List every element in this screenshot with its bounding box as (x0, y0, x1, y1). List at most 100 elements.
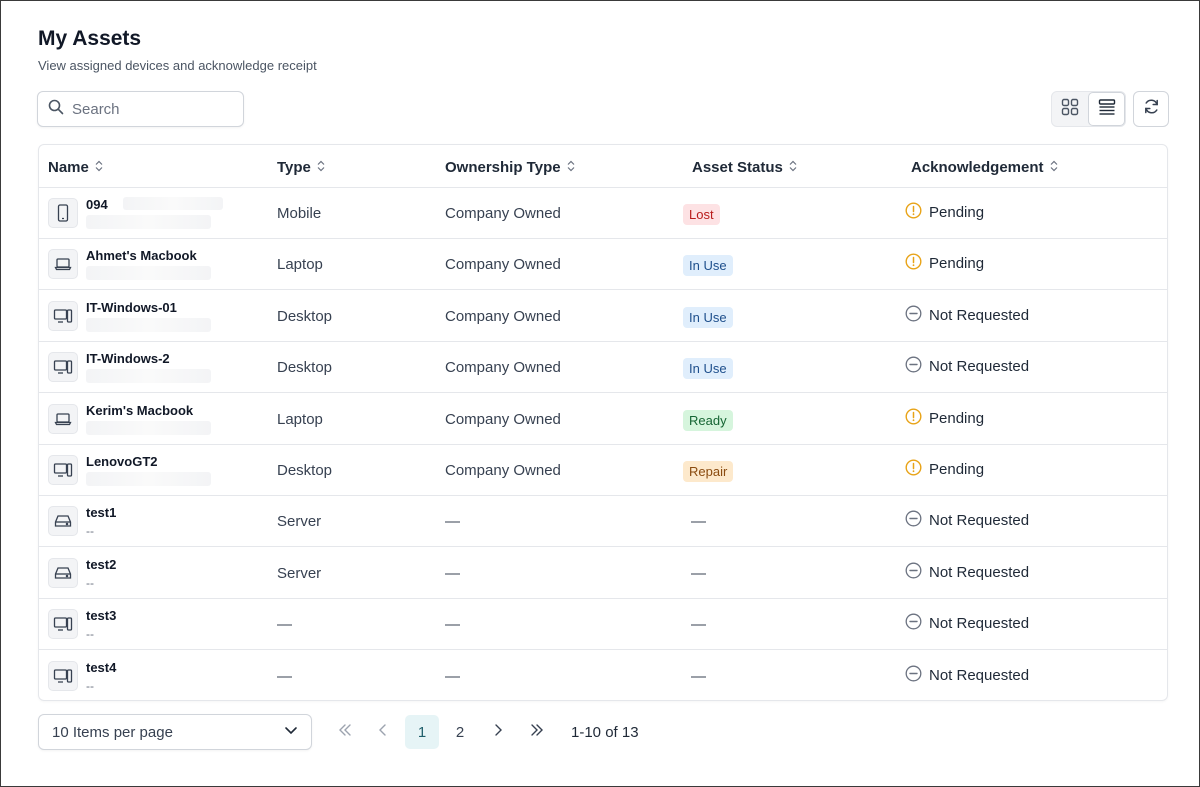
desktop-icon (48, 300, 78, 331)
grid-view-button[interactable] (1052, 92, 1088, 126)
chevron-down-icon (283, 722, 299, 742)
laptop-icon (48, 249, 78, 280)
laptop-icon (48, 403, 78, 434)
acknowledgement-label: Pending (929, 255, 985, 273)
asset-status: — (691, 667, 706, 685)
refresh-icon (1143, 98, 1160, 120)
server-icon (48, 557, 78, 588)
refresh-button[interactable] (1133, 91, 1169, 127)
status-badge: Ready (683, 409, 733, 431)
table-row[interactable]: test4 -- — — — Not Requested (39, 651, 1167, 700)
search-box[interactable] (37, 91, 244, 127)
page-button-1[interactable]: 1 (405, 715, 439, 749)
ownership-type: Company Owned (445, 205, 561, 222)
previous-page-button[interactable] (366, 715, 400, 749)
column-label: Type (277, 159, 311, 176)
asset-status: — (691, 513, 706, 531)
list-view-button[interactable] (1088, 92, 1125, 126)
ownership-type: Company Owned (445, 256, 561, 274)
minus-circle-icon (905, 665, 929, 686)
sort-icon (1050, 159, 1058, 176)
asset-type: — (277, 667, 292, 685)
minus-circle-icon (905, 562, 929, 583)
asset-name[interactable]: test2 (86, 556, 117, 572)
search-input[interactable] (72, 100, 222, 118)
asset-type: Desktop (277, 462, 333, 479)
asset-type: Laptop (277, 256, 323, 274)
ownership-type: — (445, 616, 460, 634)
asset-subtitle: -- (86, 575, 94, 590)
table-row[interactable]: 094 Mobile Company Owned Lost Pending (39, 188, 1167, 239)
asset-status: — (691, 616, 706, 634)
redacted-subtitle (86, 420, 211, 435)
column-header-status[interactable]: Asset Status (692, 159, 797, 176)
asset-subtitle: -- (86, 678, 94, 693)
chevron-left-icon (376, 723, 390, 741)
acknowledgement-status: Pending (905, 253, 984, 274)
mobile-icon (48, 198, 78, 228)
last-page-button[interactable] (520, 715, 554, 749)
sort-icon (95, 159, 103, 176)
column-header-type[interactable]: Type (277, 159, 325, 176)
asset-name[interactable]: IT-Windows-01 (86, 299, 177, 315)
table-row[interactable]: test3 -- — — — Not Requested (39, 599, 1167, 651)
minus-circle-icon (905, 356, 929, 377)
list-icon (1098, 98, 1116, 121)
status-badge: In Use (683, 358, 733, 380)
table-row[interactable]: test2 -- Server — — Not Requested (39, 548, 1167, 599)
items-per-page-label: 10 Items per page (52, 723, 173, 741)
ownership-type: — (445, 564, 460, 582)
asset-name[interactable]: 094 (86, 197, 108, 212)
asset-name[interactable]: IT-Windows-2 (86, 351, 170, 367)
column-label: Name (48, 159, 89, 176)
acknowledgement-status: Not Requested (905, 613, 1029, 634)
column-header-ownership[interactable]: Ownership Type (445, 159, 575, 176)
ownership-type: Company Owned (445, 462, 561, 479)
ownership-type: Company Owned (445, 359, 561, 377)
acknowledgement-status: Not Requested (905, 356, 1029, 377)
items-per-page-select[interactable]: 10 Items per page (38, 714, 312, 750)
table-row[interactable]: test1 -- Server — — Not Requested (39, 496, 1167, 548)
table-row[interactable]: Ahmet's Macbook Laptop Company Owned In Use… (39, 239, 1167, 291)
minus-circle-icon (905, 613, 929, 634)
asset-type: Server (277, 513, 322, 531)
column-label: Asset Status (692, 159, 783, 176)
asset-name[interactable]: Ahmet's Macbook (86, 248, 197, 264)
table-row[interactable]: IT-Windows-2 Desktop Company Owned In Use No… (39, 342, 1167, 394)
alert-circle-icon (905, 202, 929, 223)
grid-icon (1061, 98, 1079, 121)
column-header-name[interactable]: Name (48, 159, 103, 176)
table-row[interactable]: LenovoGT2 Desktop Company Owned Repair Pendi… (39, 445, 1167, 496)
acknowledgement-label: Not Requested (929, 615, 1030, 633)
asset-name[interactable]: test1 (86, 505, 117, 521)
asset-subtitle: -- (86, 524, 94, 539)
asset-type: Server (277, 564, 322, 582)
acknowledgement-label: Pending (929, 204, 985, 221)
column-header-acknowledgement[interactable]: Acknowledgement (911, 159, 1058, 176)
asset-name[interactable]: test3 (86, 608, 117, 624)
acknowledgement-status: Not Requested (905, 562, 1029, 583)
view-toggle (1051, 91, 1126, 127)
asset-status: — (691, 564, 706, 582)
table-row[interactable]: Kerim's Macbook Laptop Company Owned Ready P… (39, 394, 1167, 445)
page-subtitle: View assigned devices and acknowledge re… (38, 58, 317, 73)
chevrons-right-icon (530, 723, 544, 741)
redacted-subtitle (86, 317, 211, 332)
desktop-icon (48, 352, 78, 383)
ownership-type: Company Owned (445, 307, 561, 325)
assets-table: Name Type Ownership Type Asset Status Ac… (38, 144, 1168, 701)
acknowledgement-status: Not Requested (905, 510, 1029, 531)
next-page-button[interactable] (481, 715, 515, 749)
first-page-button[interactable] (328, 715, 362, 749)
acknowledgement-label: Not Requested (929, 358, 1030, 376)
redacted-subtitle (86, 369, 211, 384)
asset-name[interactable]: test4 (86, 659, 117, 675)
asset-name[interactable]: Kerim's Macbook (86, 402, 194, 418)
asset-subtitle: -- (86, 627, 94, 642)
chevron-right-icon (491, 723, 505, 741)
asset-name[interactable]: LenovoGT2 (86, 454, 158, 469)
column-label: Ownership Type (445, 159, 561, 176)
table-row[interactable]: IT-Windows-01 Desktop Company Owned In Use N… (39, 291, 1167, 342)
acknowledgement-status: Not Requested (905, 665, 1029, 686)
page-button-2[interactable]: 2 (455, 723, 465, 741)
